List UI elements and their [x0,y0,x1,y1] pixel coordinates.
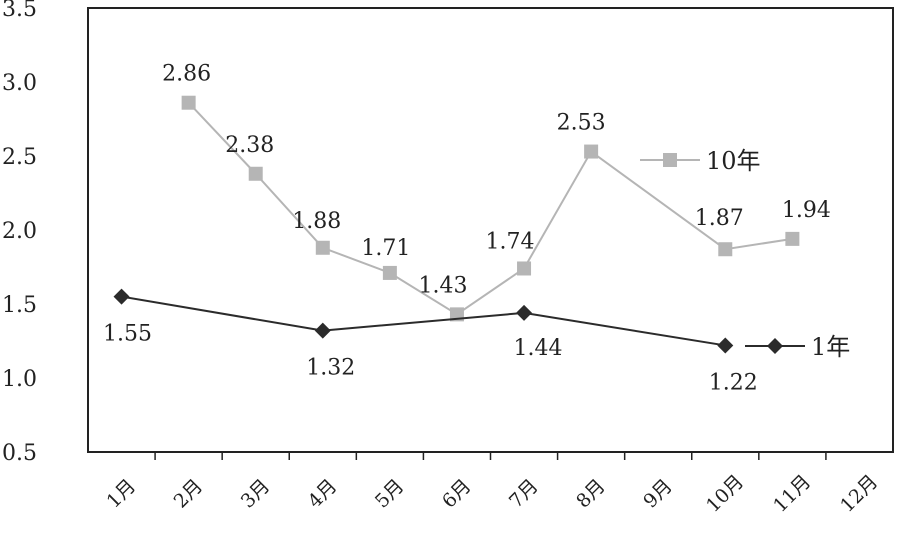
data-marker [181,95,196,110]
data-label: 2.86 [162,62,211,87]
data-marker [314,322,331,339]
y-tick-label: 1.0 [2,367,37,392]
x-axis: 1月 2月 3月 4月 5月 6月 7月 8月 9月 10月 11月 12月 [103,452,882,517]
legend-marker [767,338,783,354]
legend-label: 1年 [811,333,850,361]
data-marker [382,265,397,280]
y-tick-label: 2.0 [2,219,37,244]
x-category-label: 7月 [505,475,543,513]
x-category-label: 8月 [572,475,610,513]
data-label: 1.74 [486,229,535,254]
data-label: 1.87 [695,206,744,231]
data-marker [785,231,800,246]
data-label: 1.43 [418,273,467,298]
x-category-label: 11月 [769,471,815,517]
y-tick-label: 1.5 [2,293,37,318]
data-marker [516,304,533,321]
legend-marker [663,153,677,167]
data-label: 2.53 [557,111,606,136]
data-marker [248,166,263,181]
legend-item: 1年 [745,333,850,361]
y-tick-label: 0.5 [2,441,37,466]
legend-item: 10年 [640,147,761,175]
x-category-label: 9月 [639,475,677,513]
x-category-label: 12月 [836,471,882,517]
y-tick-label: 2.5 [2,145,37,170]
legend: 10年 1年 [640,147,850,361]
data-label: 2.38 [225,133,274,158]
series-0: 2.86 2.38 1.88 1.71 1.43 1.74 2.53 1.87 1.94 [162,62,831,322]
series-line [121,295,726,347]
y-axis: 0.5 1.0 1.5 2.0 2.5 3.0 3.5 [2,0,37,466]
data-label: 1.22 [709,370,758,395]
x-category-label: 1月 [103,475,141,513]
x-category-label: 2月 [170,475,208,513]
x-category-label: 10月 [702,471,748,517]
data-marker [584,144,599,159]
x-category-label: 3月 [237,475,275,513]
data-marker [718,242,733,257]
data-label: 1.55 [103,322,152,347]
series-layer: 2.86 2.38 1.88 1.71 1.43 1.74 2.53 1.87 1.94 1.55… [103,62,831,396]
x-category-label: 5月 [371,475,409,513]
data-marker [315,240,330,255]
data-label: 1.71 [361,236,410,261]
data-label: 1.44 [514,336,563,361]
x-category-label: 4月 [304,475,342,513]
data-label: 1.32 [306,356,355,381]
y-tick-label: 3.0 [2,71,37,96]
y-tick-label: 3.5 [2,0,37,22]
data-label: 1.94 [782,198,831,223]
legend-label: 10年 [706,147,761,175]
data-marker [113,288,130,305]
data-marker [517,261,532,276]
data-marker [717,337,734,354]
x-category-label: 6月 [438,475,476,513]
series-1: 1.55 1.32 1.44 1.22 [103,288,758,395]
data-label: 1.88 [292,209,341,234]
